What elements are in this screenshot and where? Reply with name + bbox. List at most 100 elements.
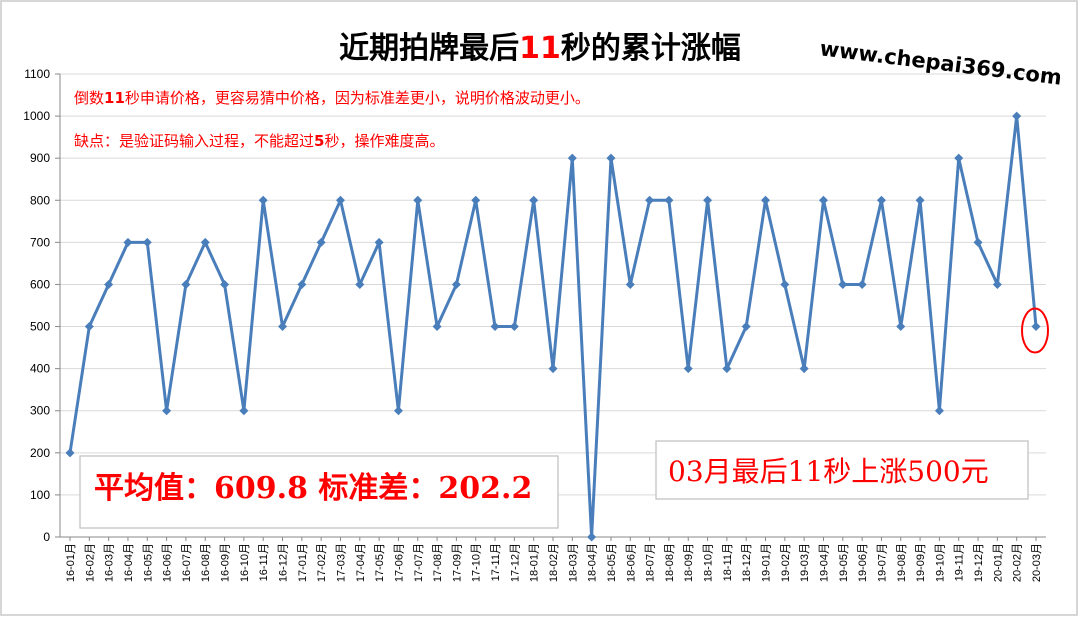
y-tick-label: 500 (30, 320, 50, 334)
data-point (587, 532, 597, 542)
data-point (393, 406, 403, 416)
data-point (703, 195, 713, 205)
x-tick-label: 17-05月 (374, 543, 386, 582)
x-tick-label: 16-07月 (181, 543, 193, 582)
x-tick-label: 19-01月 (761, 543, 773, 582)
x-tick-label: 17-06月 (393, 543, 405, 582)
chart-title: 近期拍牌最后11秒的累计涨幅 (339, 31, 741, 66)
x-tick-label: 18-03月 (567, 543, 579, 582)
x-tick-label: 19-11月 (954, 543, 966, 581)
y-tick-labels: 0 100 200 300 400 500 600 700 800 900 1000 1100 (23, 67, 50, 544)
x-tick-label: 19-08月 (896, 543, 908, 582)
last-point-highlight (1021, 307, 1049, 354)
x-tick-label: 20-03月 (1031, 543, 1043, 582)
x-tick-label: 20-02月 (1012, 543, 1024, 582)
data-point (162, 406, 172, 416)
data-point (316, 237, 326, 247)
data-point (142, 237, 152, 247)
x-tick-label: 16-03月 (104, 543, 116, 582)
data-point (84, 322, 94, 332)
x-tick-label: 19-03月 (799, 543, 811, 582)
data-point (645, 195, 655, 205)
x-tick-label: 19-02月 (780, 543, 792, 582)
y-tick-label: 400 (30, 362, 50, 376)
data-point (335, 195, 345, 205)
y-tick-label: 1000 (23, 109, 50, 123)
data-point (741, 322, 751, 332)
data-point (934, 406, 944, 416)
data-point (451, 279, 461, 289)
x-tick-label: 16-09月 (220, 543, 232, 582)
x-tick-label: 18-05月 (606, 543, 618, 582)
x-tick-label: 18-11月 (722, 543, 734, 581)
x-tick-label: 18-01月 (529, 543, 541, 582)
data-point (954, 153, 964, 163)
x-tick-label: 19-09月 (915, 543, 927, 582)
data-point (1031, 322, 1041, 332)
stats-text: 平均值：609.8 标准差：202.2 (94, 471, 532, 506)
x-tick-label: 19-07月 (876, 543, 888, 582)
y-tick-label: 1100 (24, 67, 50, 81)
note-line-1-suffix: 秒申请价格，更容易猜中价格，因为标准差更小，说明价格波动更小。 (125, 89, 590, 107)
x-tick-labels: 16-01月 16-02月 16-03月 16-04月 16-05月 16-06月 16-0… (65, 543, 1043, 582)
x-tick-label: 20-01月 (992, 543, 1004, 582)
data-point (258, 195, 268, 205)
chart-title-prefix: 近期拍牌最后 (339, 31, 519, 66)
x-tick-label: 17-03月 (335, 543, 347, 582)
x-tick-label: 17-07月 (413, 543, 425, 582)
data-point (761, 195, 771, 205)
y-tick-label: 200 (30, 446, 50, 460)
data-point (181, 279, 191, 289)
data-point (529, 195, 539, 205)
x-tick-label: 18-06月 (625, 543, 637, 582)
x-tick-label: 17-04月 (355, 543, 367, 582)
x-tick-label: 18-09月 (683, 543, 695, 582)
data-point (915, 195, 925, 205)
chart-title-number: 11 (519, 31, 561, 66)
data-point (413, 195, 423, 205)
x-tick-label: 16-02月 (84, 543, 96, 582)
y-tick-label: 700 (30, 235, 50, 249)
summary-text: 03月最后11秒上涨500元 (668, 455, 989, 488)
data-point (123, 237, 133, 247)
note-line-2-number: 5 (314, 132, 324, 150)
data-point-markers (65, 111, 1041, 542)
x-tick-label: 19-10月 (934, 543, 946, 582)
data-point (896, 322, 906, 332)
data-point (664, 195, 674, 205)
x-tick-label: 18-10月 (703, 543, 715, 582)
data-point (220, 279, 230, 289)
data-point (509, 322, 519, 332)
x-tick-label: 17-10月 (471, 543, 483, 582)
data-point (355, 279, 365, 289)
y-tick-label: 800 (30, 193, 50, 207)
x-tick-label: 16-01月 (65, 543, 77, 582)
x-tick-label: 18-08月 (664, 543, 676, 582)
data-point (857, 279, 867, 289)
data-point (818, 195, 828, 205)
x-tick-label: 18-02月 (548, 543, 560, 582)
stats-box-frame (79, 455, 559, 529)
x-tick-label: 16-08月 (200, 543, 212, 582)
x-tick-label: 16-12月 (278, 543, 290, 582)
x-tick-label: 16-06月 (162, 543, 174, 582)
data-point (625, 279, 635, 289)
data-point (104, 279, 114, 289)
x-tick-label: 19-06月 (857, 543, 869, 582)
data-point (876, 195, 886, 205)
data-point (297, 279, 307, 289)
note-line-2-prefix: 缺点：是验证码输入过程，不能超过 (74, 132, 314, 150)
y-tick-label: 300 (30, 404, 50, 418)
x-tick-label: 16-10月 (239, 543, 251, 582)
data-point (683, 364, 693, 374)
x-tick-label: 17-08月 (432, 543, 444, 582)
data-point (278, 322, 288, 332)
x-tick-label: 18-12月 (741, 543, 753, 582)
data-point (799, 364, 809, 374)
data-point (992, 279, 1002, 289)
x-tick-label: 19-05月 (838, 543, 850, 582)
data-point (567, 153, 577, 163)
data-point (432, 322, 442, 332)
stats-box: 平均值：609.8 标准差：202.2 (79, 455, 559, 529)
data-point (239, 406, 249, 416)
